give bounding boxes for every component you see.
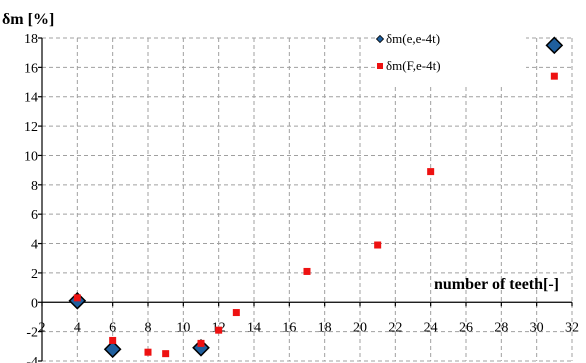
data-point-square	[232, 309, 240, 317]
axes	[38, 37, 573, 362]
y-tick-label: 14	[24, 91, 38, 106]
y-tick-labels: -4 -2 0 2 4 6 8 10 12 14 16 18	[24, 32, 38, 363]
x-tick-label: 20	[353, 320, 367, 335]
x-tick-label: 24	[424, 320, 438, 335]
data-point-square	[144, 348, 152, 356]
legend-marker-diamond	[375, 34, 385, 44]
y-tick-label: 0	[31, 296, 38, 311]
data-point-square	[427, 168, 435, 176]
y-tick-label: 2	[31, 267, 38, 282]
data-point-diamond	[103, 340, 122, 359]
data-point-square	[197, 339, 205, 347]
data-point-square	[73, 294, 81, 302]
x-tick-label: 30	[530, 320, 544, 335]
legend: δm(e,e-4t) δm(F,e-4t)	[375, 28, 526, 86]
legend-marker-square	[377, 63, 383, 69]
y-tick-label: 16	[24, 61, 38, 76]
x-tick-label: 16	[282, 320, 296, 335]
data-point-diamond	[545, 36, 564, 55]
x-tick-labels: 2468101214161820222426283032	[39, 320, 580, 335]
y-tick-label: -2	[26, 326, 38, 341]
y-tick-label: -4	[26, 355, 38, 363]
x-tick-label: 28	[494, 320, 508, 335]
data-point-square	[162, 350, 170, 358]
x-tick-label: 6	[109, 320, 116, 335]
data-point-square	[550, 72, 558, 80]
x-tick-label: 8	[145, 320, 152, 335]
x-tick-label: 22	[388, 320, 402, 335]
x-tick-label: 18	[318, 320, 332, 335]
x-tick-label: 26	[459, 320, 473, 335]
x-tick-label: 32	[565, 320, 579, 335]
y-tick-label: 10	[24, 149, 38, 164]
x-tick-label: 14	[247, 320, 261, 335]
data-point-square	[109, 336, 117, 344]
legend-label-series-1: δm(F,e-4t)	[386, 58, 441, 73]
y-axis-label: δm [%]	[2, 11, 54, 28]
data-point-diamond	[192, 338, 210, 357]
x-tick-label: 2	[39, 320, 46, 335]
y-tick-label: 12	[24, 120, 38, 135]
legend-label-series-0: δm(e,e-4t)	[386, 31, 440, 46]
data-point-square	[303, 267, 311, 275]
y-tick-label: 6	[31, 208, 38, 223]
y-tick-label: 4	[31, 238, 38, 253]
data-points	[68, 36, 564, 359]
data-point-square	[374, 241, 382, 249]
x-tick-label: 10	[176, 320, 190, 335]
x-axis-label: number of teeth[-]	[434, 276, 559, 293]
legend-box	[376, 28, 526, 86]
y-tick-label: 18	[24, 32, 38, 47]
data-point-square	[215, 326, 223, 334]
grid-lines	[42, 37, 573, 362]
y-tick-label: 8	[31, 179, 38, 194]
x-tick-label: 4	[74, 320, 81, 335]
